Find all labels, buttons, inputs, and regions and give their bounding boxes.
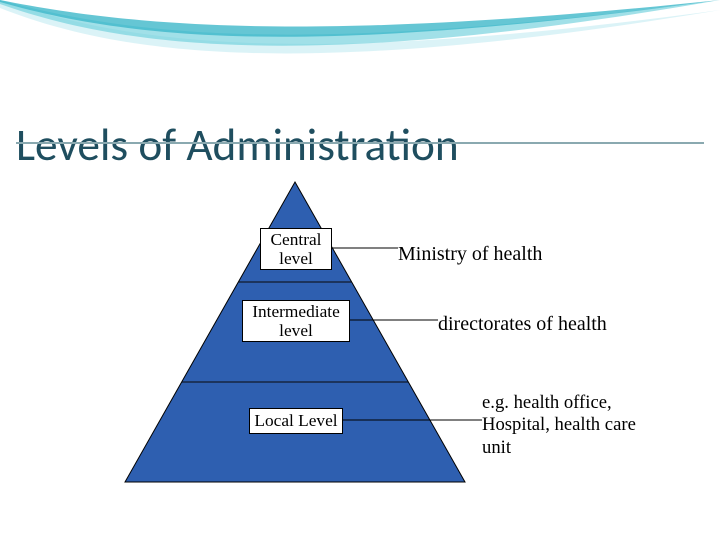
title-underline — [16, 142, 704, 144]
level-box-intermediate: Intermediate level — [242, 300, 350, 342]
level-label: Local Level — [254, 411, 337, 430]
level-label: level — [279, 249, 313, 268]
level-box-local: Local Level — [249, 408, 343, 434]
annotation-intermediate: directorates of health — [438, 312, 607, 336]
annotation-central: Ministry of health — [398, 242, 542, 266]
annotation-local: e.g. health office, Hospital, health car… — [482, 392, 642, 459]
level-label: Central — [270, 230, 321, 249]
pyramid — [0, 170, 720, 530]
level-label: Intermediate — [252, 302, 340, 321]
wave-decoration — [0, 0, 720, 100]
level-box-central: Central level — [260, 228, 332, 270]
level-label: level — [279, 321, 313, 340]
page-title: Levels of Administration — [16, 118, 459, 173]
diagram-stage: Central level Intermediate level Local L… — [0, 170, 720, 530]
